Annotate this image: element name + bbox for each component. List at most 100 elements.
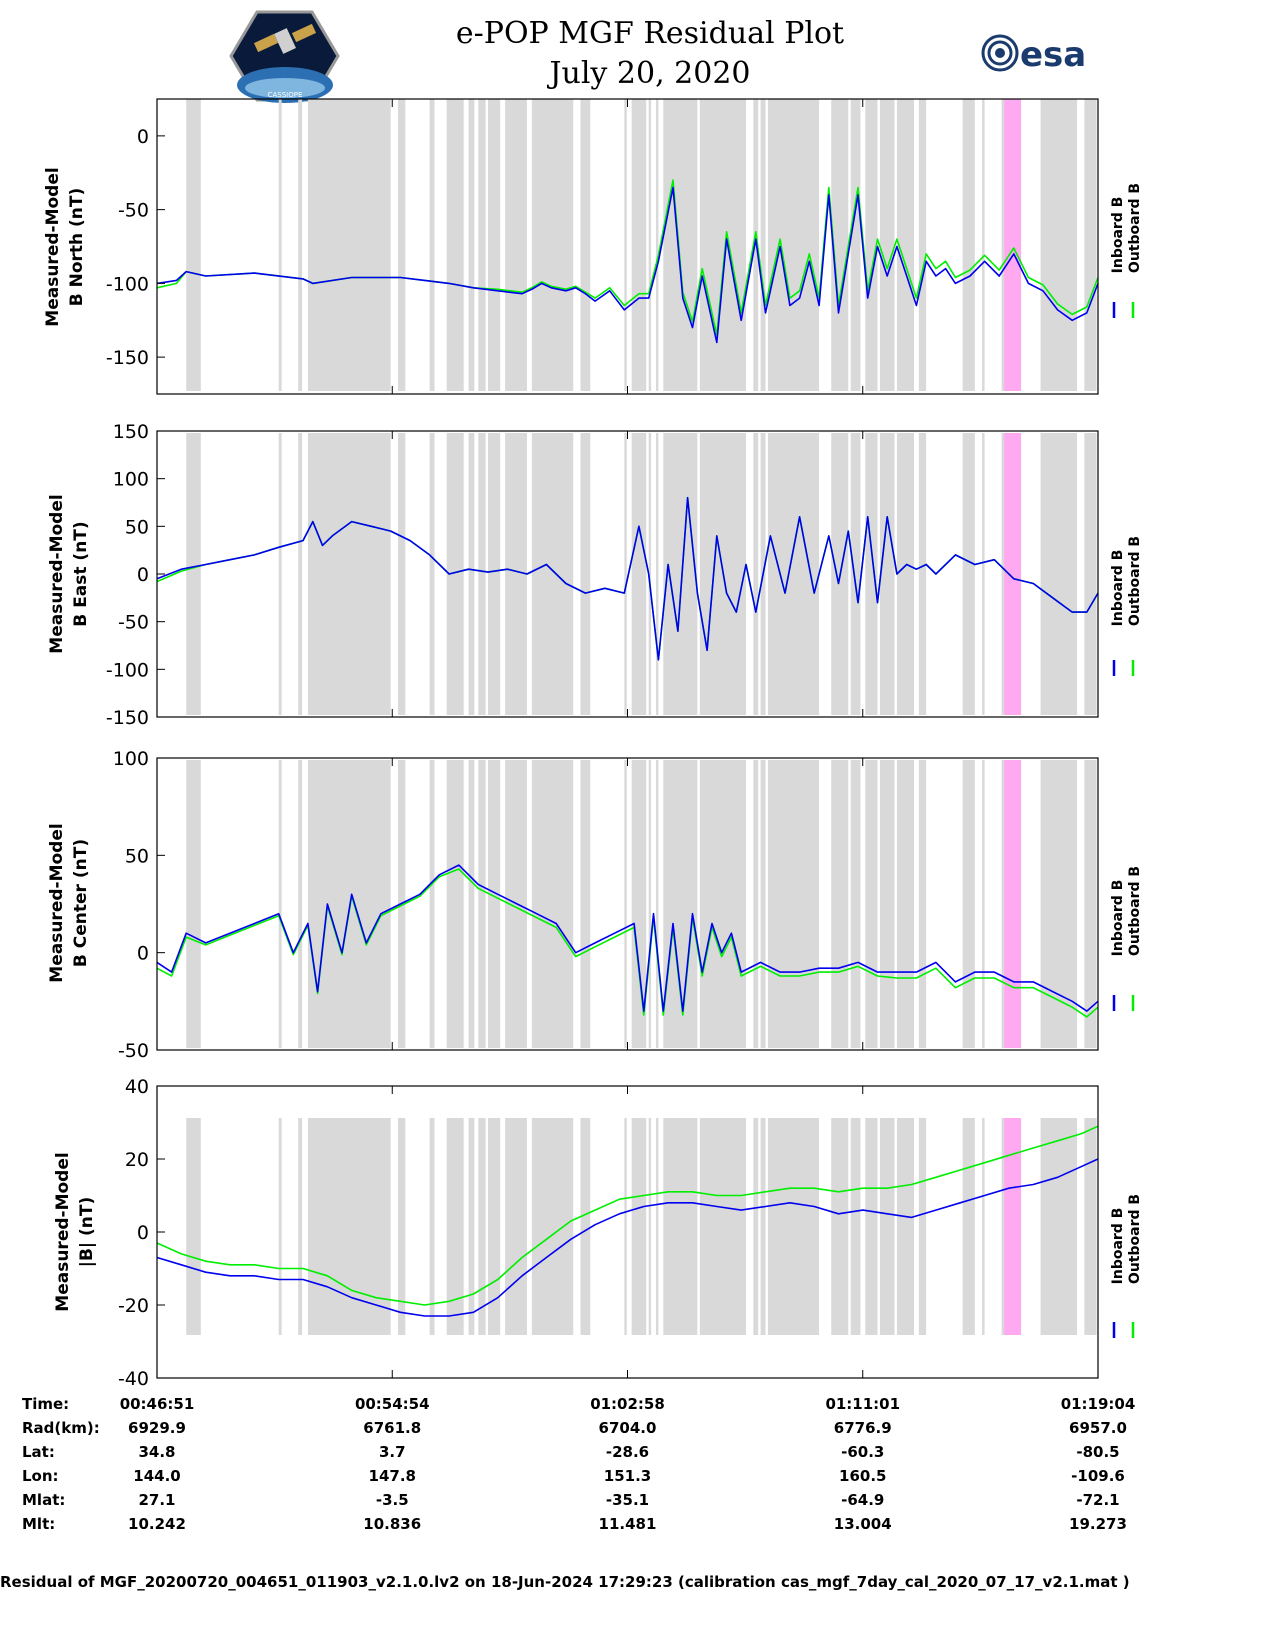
ephemeris-value: 34.8 [138,1443,175,1461]
cassiope-logo: CASSIOPE [229,10,340,103]
plot-area: 150 100 50 0 -50 -100 -150 [106,421,1099,729]
highlight-band [1004,433,1022,715]
ephemeris-table: Time: Rad(km): Lat: Lon: Mlat: Mlt: 00:4… [22,1395,1135,1533]
highlight-band [1004,99,1022,391]
data-gap-band [478,99,486,391]
data-gap-band [446,760,464,1048]
legend: Inboard B Outboard B [1110,536,1143,676]
data-gap-band [429,99,435,391]
data-gap-band [767,1118,820,1335]
data-gap-band [865,760,878,1048]
data-gap-band [307,433,391,715]
data-gap-band [1040,433,1078,715]
data-gap-band [631,1118,647,1335]
data-gap-band [850,99,861,391]
ephemeris-value: 10.242 [128,1515,186,1533]
data-gap-band [879,99,895,391]
ephemeris-value: 147.8 [369,1467,416,1485]
esa-logo-text: esa [1020,35,1086,75]
data-gap-band [962,1118,975,1335]
row-label-mlt: Mlt: [22,1515,55,1533]
data-gap-band [760,760,766,1048]
data-gap-band [580,99,591,391]
ephemeris-value: 13.004 [834,1515,892,1533]
data-gap-band [488,433,501,715]
ephemeris-value: 151.3 [604,1467,651,1485]
data-gap-band [831,99,849,391]
series-inboard-line [156,864,1099,1012]
data-gap-band [1001,433,1005,715]
data-gap-band [918,433,927,715]
ylabel-line1: Measured-Model [53,1152,73,1311]
data-gap-band [648,433,652,715]
y-tick-label: -100 [106,273,149,295]
data-gap-band [478,760,486,1048]
data-gap-band [753,1118,759,1335]
ephemeris-value: 3.7 [379,1443,406,1461]
data-gap-band [446,99,464,391]
data-gap-band [307,1118,391,1335]
ephemeris-value: -64.9 [841,1491,884,1509]
ephemeris-value: 160.5 [839,1467,886,1485]
data-gap-band [446,1118,464,1335]
ylabel-line2: |B| (nT) [77,1197,97,1268]
data-gap-band [753,433,759,715]
y-tick-label: 150 [113,421,149,443]
legend-outboard-label: Outboard B [1127,183,1143,273]
row-labels: Time: Rad(km): Lat: Lon: Mlat: Mlt: [22,1395,100,1533]
data-gap-band [865,99,878,391]
data-gap-band [699,760,747,1048]
figure-title: e-POP MGF Residual Plot [456,16,844,51]
row-label-time: Time: [22,1395,69,1413]
data-gap-band [879,1118,895,1335]
data-gap-band [505,99,527,391]
data-gap-band [624,99,627,391]
data-gap-band [278,433,282,715]
legend-outboard-label: Outboard B [1127,1194,1143,1284]
ephemeris-value: -28.6 [606,1443,649,1461]
data-gap-band [850,1118,861,1335]
data-gap-band [648,760,652,1048]
data-gap-band [624,760,627,1048]
ephemeris-value: -3.5 [376,1491,409,1509]
plot-area: 100 50 0 -50 [113,748,1099,1062]
data-gap-band [429,433,435,715]
data-gap-band [850,433,861,715]
y-tick-label: -150 [106,347,149,369]
data-gap-band [865,433,878,715]
series-outboard-line [156,1125,1099,1306]
y-tick-label: 50 [125,516,149,538]
ephemeris-value: 6929.9 [128,1419,186,1437]
data-gap-band [488,760,501,1048]
row-label-rad: Rad(km): [22,1419,100,1437]
y-tick-label: 100 [113,469,149,491]
y-tick-label: -150 [106,707,149,729]
ephemeris-value: 27.1 [138,1491,175,1509]
axes-frame [156,98,1099,395]
ephemeris-value: 01:11:01 [825,1395,900,1413]
data-gap-band [767,760,820,1048]
data-gap-band [699,99,747,391]
data-gap-band [648,99,652,391]
ephemeris-value: -109.6 [1071,1467,1125,1485]
y-tick-label: -50 [118,200,149,222]
data-gap-band [850,760,861,1048]
data-gap-band [663,433,698,715]
data-gap-band [298,1118,303,1335]
data-gap-band [307,99,391,391]
data-gap-band [298,760,303,1048]
data-gap-band [663,1118,698,1335]
figure-date: July 20, 2020 [546,56,750,91]
data-gap-band [186,99,201,391]
data-gap-band [699,1118,747,1335]
ylabel-line2: B North (nT) [67,188,87,307]
data-gap-band [478,1118,486,1335]
ephemeris-value: 6704.0 [599,1419,657,1437]
data-gap-band [531,433,574,715]
y-tick-label: -100 [106,659,149,681]
series-inboard-line [156,496,1099,661]
data-gap-band [663,99,698,391]
data-gap-band [896,99,914,391]
data-gap-band [298,433,303,715]
